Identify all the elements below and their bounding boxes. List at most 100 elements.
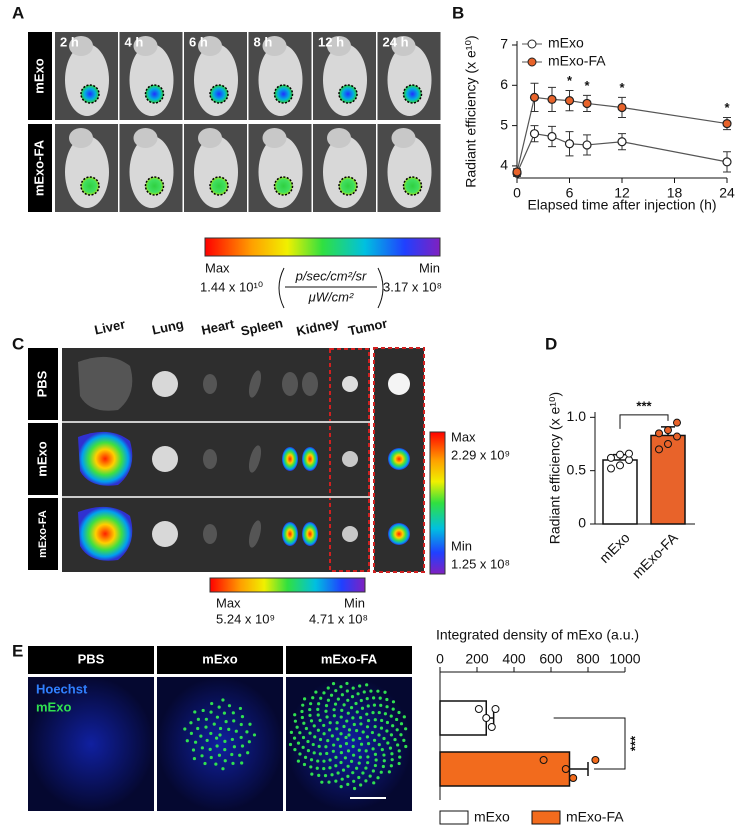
panel-letter: C — [12, 334, 24, 353]
mexo-signal — [309, 765, 313, 769]
mexo-signal — [364, 749, 368, 753]
mexo-signal — [336, 771, 340, 775]
mexo-signal — [362, 690, 366, 694]
mexo-signal — [357, 761, 361, 765]
mexo-signal — [346, 782, 350, 786]
tumor-box — [329, 348, 370, 572]
data-point — [569, 774, 578, 782]
mexo-signal — [192, 756, 197, 761]
tumor-zoom — [388, 373, 410, 395]
mexo-signal — [340, 777, 344, 781]
y-tick-label: 4 — [500, 157, 508, 173]
mexo-signal — [312, 751, 316, 755]
kidney — [302, 447, 318, 471]
mexo-signal — [252, 733, 257, 737]
mexo-signal — [351, 738, 355, 742]
mexo-signal — [288, 742, 293, 747]
mexo-signal — [232, 719, 236, 723]
mexo-signal — [386, 741, 390, 745]
column-label: mExo — [202, 651, 237, 666]
mexo-signal — [355, 766, 359, 770]
mexo-signal — [185, 739, 189, 743]
mexo-signal — [217, 753, 222, 757]
mexo-signal — [316, 713, 320, 717]
lung — [152, 371, 178, 397]
mexo-signal — [322, 766, 326, 771]
mexo-signal — [396, 743, 400, 747]
mexo-signal — [208, 747, 212, 751]
scale-max: Max — [216, 595, 241, 610]
panel-letter: D — [545, 334, 557, 353]
mouse-body — [387, 136, 432, 208]
bar — [439, 751, 571, 787]
data-point — [561, 765, 570, 773]
mexo-signal — [345, 689, 349, 693]
mexo-signal — [310, 772, 314, 776]
mexo-signal — [379, 726, 384, 730]
mexo-signal — [306, 749, 311, 753]
kidney — [302, 522, 318, 546]
mexo-signal — [398, 755, 402, 759]
heart — [203, 374, 217, 394]
mexo-signal — [309, 758, 314, 762]
signal-spot — [209, 176, 229, 196]
mexo-signal — [342, 703, 346, 707]
mexo-signal — [319, 696, 323, 700]
mexo-signal — [336, 737, 340, 741]
mexo-signal — [302, 762, 307, 767]
mexo-signal — [209, 710, 213, 714]
scale-max-value: 2.29 x 10⁹ — [451, 447, 510, 462]
error-bar — [569, 762, 589, 776]
mexo-signal — [351, 716, 355, 720]
mexo-signal — [346, 711, 350, 715]
mexo-signal — [223, 748, 227, 752]
mexo-signal — [373, 763, 377, 768]
significance-mark: *** — [627, 735, 642, 751]
row-label-box — [28, 348, 58, 420]
mexo-signal — [389, 764, 393, 768]
y-tick-label: 0.5 — [567, 461, 587, 477]
mexo-signal — [359, 722, 363, 726]
organ-label: Liver — [93, 316, 127, 337]
mexo-signal — [334, 779, 338, 783]
mexo-signal — [372, 696, 376, 700]
data-point — [673, 418, 681, 427]
liver — [78, 356, 133, 411]
mexo-signal — [352, 779, 356, 783]
mexo-signal — [209, 755, 213, 760]
mexo-signal — [331, 681, 336, 686]
row-label-box — [28, 498, 58, 570]
mexo-signal — [372, 738, 377, 742]
data-point — [491, 705, 500, 713]
mexo-signal — [335, 727, 339, 731]
column-header — [28, 646, 154, 674]
mexo-signal — [333, 702, 338, 706]
mexo-signal — [339, 751, 343, 755]
data-point — [539, 756, 548, 764]
x-tick-label: mExo-FA — [629, 529, 681, 581]
mexo-signal — [298, 752, 302, 756]
time-label: 8 h — [254, 34, 273, 49]
significance-bracket — [553, 717, 626, 770]
mexo-signal — [328, 766, 332, 770]
x-tick-label: 12 — [614, 185, 630, 201]
mexo-signal — [380, 718, 384, 723]
mouse-head — [198, 128, 222, 148]
mexo-signal — [354, 701, 358, 706]
mouse-body — [65, 44, 109, 116]
mexo-signal — [193, 740, 198, 744]
row-label: mExo — [34, 441, 49, 476]
signal-spot — [80, 176, 100, 196]
mexo-signal — [397, 749, 401, 753]
mexo-signal — [399, 733, 403, 737]
legend-label: mExo — [548, 35, 584, 51]
mexo-signal — [345, 681, 349, 686]
organ-label: Lung — [151, 316, 185, 337]
mexo-signal — [361, 730, 365, 734]
mexo-signal — [373, 724, 377, 729]
mexo-signal — [377, 710, 381, 715]
mexo-signal — [326, 686, 330, 690]
micrograph — [157, 677, 283, 811]
data-point — [582, 140, 592, 150]
mexo-signal — [404, 744, 408, 749]
